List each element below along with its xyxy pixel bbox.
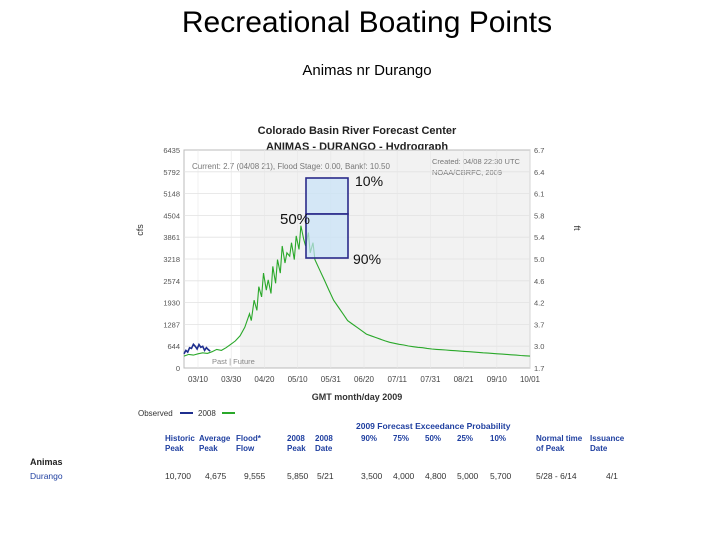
table-col-header: 25% [457, 434, 473, 443]
table-cell: 5/28 - 6/14 [536, 471, 577, 481]
x-tick: 10/01 [520, 375, 541, 384]
y-tick-left: 6435 [163, 146, 180, 155]
row-label: Animas [30, 457, 63, 467]
table-col-header: Flood* Flow [236, 434, 262, 453]
slide-subtitle: Animas nr Durango [302, 62, 432, 79]
x-tick: 07/11 [387, 375, 407, 384]
series-lines [183, 225, 531, 357]
table-cell: 4,000 [393, 471, 415, 481]
row-sublabel: Durango [30, 471, 63, 481]
y-tick-right: 5.8 [534, 211, 544, 220]
x-tick: 09/10 [487, 375, 508, 384]
x-tick: 03/10 [188, 375, 209, 384]
table-col-header: 2008 Peak [287, 434, 306, 453]
table-cell: 5/21 [317, 471, 334, 481]
legend-observed-label: Observed [138, 409, 173, 418]
y-tick-right: 5.4 [534, 233, 544, 242]
y-tick-left: 1287 [163, 320, 180, 329]
y-tick-left: 5148 [163, 190, 180, 199]
y-tick-right: 3.7 [534, 320, 544, 329]
y-tick-right: 5.0 [534, 255, 544, 264]
table-cell: 5,700 [490, 471, 512, 481]
x-tick: 05/10 [288, 375, 309, 384]
table-col-header: 10% [490, 434, 506, 443]
x-axis-label: GMT month/day 2009 [312, 392, 403, 402]
chart-info-right-1: Created: 04/08 22:30 UTC [432, 157, 521, 166]
x-axis: 03/10 03/30 04/20 05/10 05/31 06/20 07/11 07/31… [188, 375, 541, 384]
y-tick-left: 1930 [163, 299, 180, 308]
table-values: 10,700 4,675 9,555 5,850 5/21 3,500 4,000 4,800… [165, 471, 618, 481]
y-axis-left-label: cfs [135, 224, 145, 236]
x-tick: 08/21 [454, 375, 475, 384]
chart-header: Colorado Basin River Forecast Center [258, 125, 457, 137]
y-tick-left: 2574 [163, 277, 180, 286]
table-col-header: 75% [393, 434, 409, 443]
y-tick-right: 6.1 [534, 190, 544, 199]
y-tick-left: 3218 [163, 255, 180, 264]
label-10pct: 10% [355, 173, 383, 189]
y-tick-right: 4.2 [534, 299, 544, 308]
gridlines [184, 150, 531, 368]
y-tick-right: 3.0 [534, 342, 544, 351]
x-tick: 06/20 [354, 375, 375, 384]
y-axis-left: 0 644 1287 1930 2574 3218 3861 4504 5148 5792 6435 [163, 146, 180, 373]
table-col-header: Issuance Date [590, 434, 625, 453]
y-tick-left: 0 [176, 364, 180, 373]
table-cell: 9,555 [244, 471, 266, 481]
y-tick-right: 6.4 [534, 168, 544, 177]
y-tick-left: 4504 [163, 211, 180, 220]
x-tick: 04/20 [254, 375, 275, 384]
y-axis-right: 1.7 3.0 3.7 4.2 4.6 5.0 5.4 5.8 6.1 6.4 6.7 [534, 146, 544, 373]
table-cell: 4,800 [425, 471, 447, 481]
y-tick-right: 6.7 [534, 146, 544, 155]
y-tick-right: 4.6 [534, 277, 544, 286]
table-col-header: 50% [425, 434, 441, 443]
table-col-header: Historic Peak [165, 434, 195, 453]
y-tick-left: 644 [167, 342, 180, 351]
y-tick-left: 5792 [163, 168, 180, 177]
series-line-observed [183, 342, 211, 355]
y-axis-right-label: ft [572, 225, 582, 231]
y-tick-left: 3861 [163, 233, 180, 242]
exceedance-box-lower [305, 213, 349, 259]
x-tick: 07/31 [420, 375, 441, 384]
table-col-header: 90% [361, 434, 377, 443]
forecast-header: 2009 Forecast Exceedance Probability [356, 421, 511, 431]
table-cell: 4,675 [205, 471, 227, 481]
x-tick: 03/30 [221, 375, 242, 384]
label-50pct: 50% [280, 211, 310, 228]
x-tick: 05/31 [321, 375, 342, 384]
table-col-header: Normal time of Peak [536, 434, 583, 453]
chart-info-right-2: NOAA/CBRFC, 2009 [432, 168, 502, 177]
exceedance-box-upper [305, 177, 349, 215]
table-cell: 5,850 [287, 471, 309, 481]
table-col-header: Average Peak [199, 434, 231, 453]
table-cell: 4/1 [606, 471, 618, 481]
legend-2008-label: 2008 [198, 409, 216, 418]
y-tick-right: 1.7 [534, 364, 544, 373]
table-cell: 3,500 [361, 471, 383, 481]
table-cell: 10,700 [165, 471, 191, 481]
slide-title: Recreational Boating Points [181, 6, 553, 39]
table-cell: 5,000 [457, 471, 479, 481]
future-label: Past | Future [212, 357, 255, 366]
chart-info-left: Current: 2.7 (04/08 21), Flood Stage: 0.… [192, 162, 390, 171]
label-90pct: 90% [353, 251, 381, 267]
table-col-header: 2008 Date [315, 434, 333, 453]
series-line-2008 [183, 225, 531, 357]
